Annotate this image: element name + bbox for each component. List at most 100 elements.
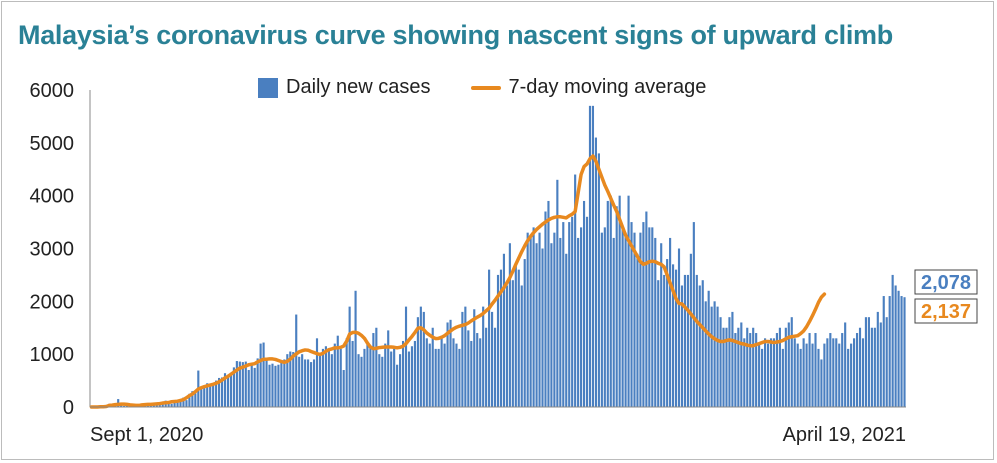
- daily-cases-bar: [900, 296, 903, 407]
- daily-cases-bar: [455, 343, 458, 407]
- daily-cases-bar: [505, 285, 508, 407]
- legend-bar-label: Daily new cases: [286, 76, 431, 98]
- daily-cases-bar: [200, 388, 203, 407]
- daily-cases-bar: [556, 179, 559, 407]
- daily-cases-bar: [458, 348, 461, 407]
- daily-cases-bar: [188, 393, 191, 407]
- daily-cases-bar: [749, 333, 752, 407]
- daily-cases-bar: [855, 333, 859, 407]
- daily-cases-bar: [339, 348, 342, 407]
- daily-cases-bar: [422, 311, 425, 407]
- daily-cases-bar: [410, 346, 414, 407]
- daily-cases-bar: [879, 322, 882, 407]
- daily-cases-bar: [191, 391, 194, 407]
- y-tick-label: 2000: [30, 291, 75, 313]
- daily-cases-bar: [680, 285, 684, 407]
- daily-cases-bar: [499, 269, 503, 407]
- daily-cases-bar: [333, 343, 336, 407]
- daily-cases-bar: [820, 359, 823, 407]
- daily-cases-bar: [826, 338, 829, 407]
- daily-cases-bar: [692, 222, 695, 407]
- daily-cases-bar: [891, 274, 894, 407]
- daily-cases-bar: [390, 351, 393, 407]
- y-axis: 0 1000 2000 3000 4000 5000 6000: [30, 80, 91, 419]
- daily-cases-bar: [182, 397, 185, 407]
- daily-cases-bar: [882, 296, 885, 407]
- daily-cases-bar: [425, 338, 428, 407]
- daily-end-label: 2,078: [921, 272, 971, 294]
- daily-cases-bar: [841, 333, 844, 407]
- chart-legend: Daily new cases 7-day moving average: [258, 76, 706, 99]
- daily-cases-bar: [363, 348, 366, 407]
- daily-cases-bar: [467, 330, 470, 407]
- daily-cases-bar: [867, 317, 870, 407]
- daily-cases-bar: [698, 285, 701, 407]
- daily-cases-bar: [802, 338, 805, 407]
- daily-cases-bar: [120, 404, 123, 407]
- daily-end-label-box: [914, 269, 978, 295]
- daily-cases-bar: [502, 253, 506, 407]
- legend-line-swatch: [470, 85, 501, 90]
- daily-cases-bar: [321, 348, 324, 407]
- daily-cases-bar: [894, 285, 897, 407]
- x-tick-label-end: April 19, 2021: [783, 424, 906, 446]
- daily-cases-bar: [434, 348, 437, 407]
- daily-cases-bar: [903, 297, 906, 407]
- daily-cases-bar: [677, 248, 681, 407]
- daily-cases-bar: [324, 346, 327, 407]
- daily-cases-bar: [283, 359, 286, 407]
- daily-cases-bar: [811, 343, 814, 407]
- daily-cases-bar: [167, 402, 170, 407]
- daily-cases-bar: [870, 327, 873, 407]
- daily-cases-bar: [731, 311, 734, 407]
- daily-cases-bar: [244, 361, 247, 407]
- daily-cases-bar: [663, 274, 666, 407]
- daily-cases-bar: [594, 137, 597, 408]
- daily-cases-bar: [277, 364, 280, 407]
- daily-cases-bar: [588, 105, 592, 407]
- daily-cases-bar: [648, 227, 651, 407]
- daily-cases-bar: [734, 333, 737, 407]
- daily-cases-bar: [817, 348, 820, 407]
- daily-cases-bar: [511, 280, 514, 407]
- daily-cases-bar: [636, 253, 639, 407]
- daily-cases-bar: [864, 317, 868, 407]
- daily-cases-bar: [170, 403, 173, 407]
- daily-cases-bar: [814, 333, 817, 407]
- daily-cases-bar: [755, 333, 758, 407]
- daily-cases-bar: [229, 372, 233, 407]
- daily-cases-bar: [176, 401, 179, 407]
- daily-cases-bar: [387, 330, 390, 407]
- moving-average-line-group: [89, 154, 827, 409]
- y-tick-label: 1000: [30, 344, 75, 366]
- daily-cases-bar: [562, 222, 565, 407]
- daily-cases-bar: [446, 322, 449, 407]
- daily-cases-bar: [241, 362, 244, 407]
- daily-cases-bar: [268, 364, 271, 407]
- daily-cases-bar: [787, 322, 790, 407]
- daily-cases-bar: [710, 306, 713, 407]
- daily-cases-bar: [829, 333, 832, 407]
- daily-cases-bar: [280, 362, 283, 407]
- daily-cases-bar: [784, 327, 787, 407]
- daily-cases-bar: [123, 405, 126, 407]
- daily-cases-bar: [393, 348, 396, 407]
- daily-cases-bar: [508, 243, 511, 407]
- daily-cases-bar: [535, 243, 538, 407]
- daily-cases-bar: [591, 105, 595, 407]
- daily-cases-bar: [861, 338, 865, 407]
- daily-cases-bar: [315, 338, 319, 407]
- daily-cases-bar: [781, 348, 784, 407]
- daily-cases-bar: [858, 327, 862, 407]
- daily-cases-bar: [746, 327, 749, 407]
- daily-cases-bar: [805, 343, 808, 407]
- daily-cases-bar: [657, 280, 660, 407]
- daily-cases-bar: [298, 356, 301, 407]
- daily-cases-bar: [437, 348, 440, 407]
- daily-cases-bar: [766, 343, 770, 407]
- daily-cases-bar: [396, 364, 399, 407]
- daily-cases-bar: [728, 317, 731, 407]
- daily-cases-bar: [523, 259, 526, 407]
- daily-cases-bar: [517, 269, 520, 407]
